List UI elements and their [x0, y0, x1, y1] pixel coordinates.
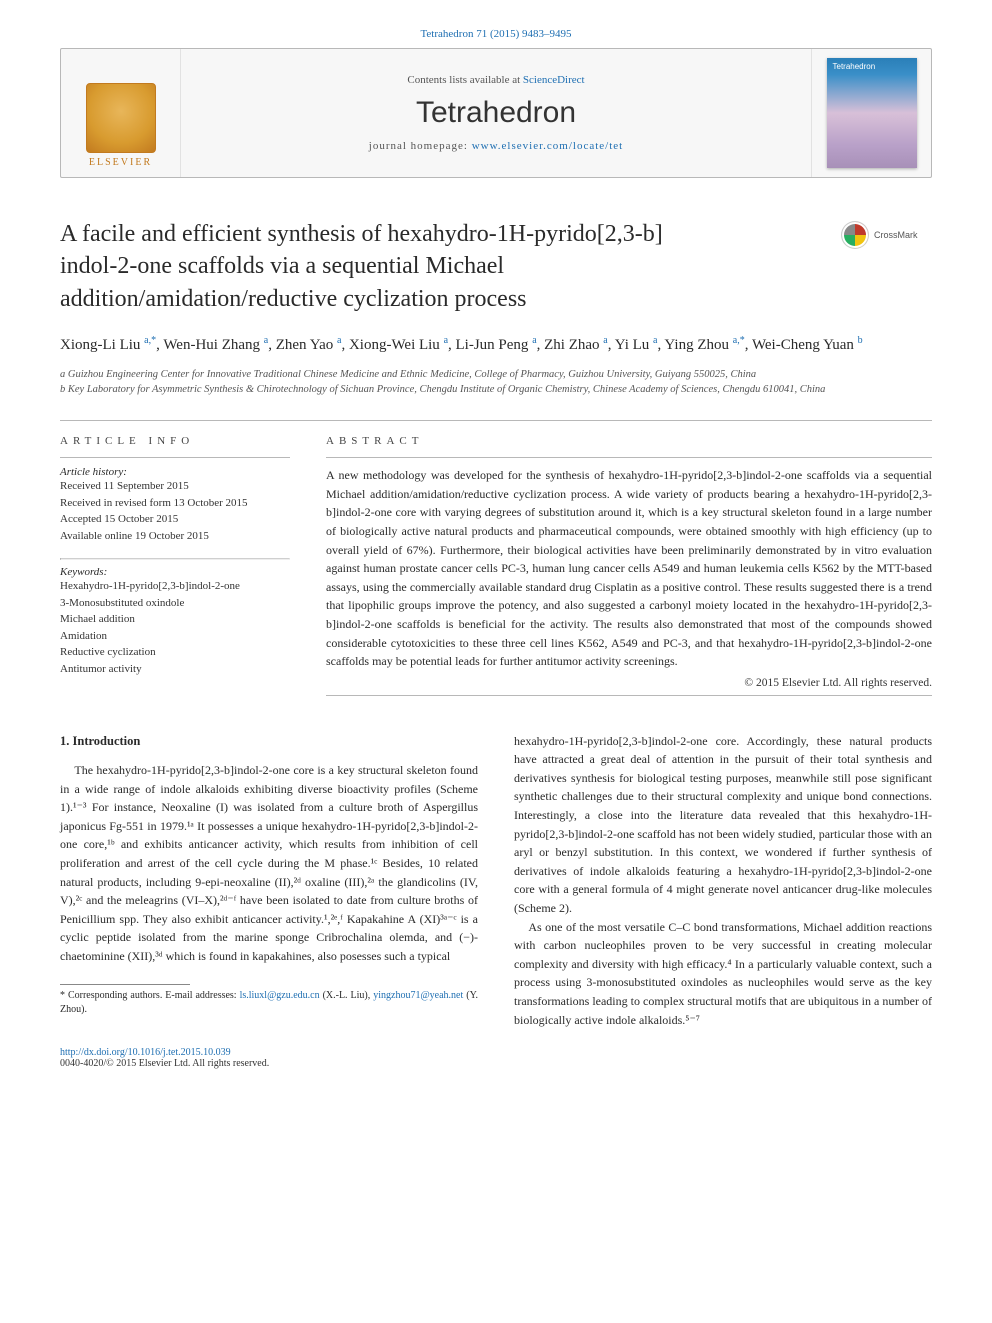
journal-cover-title: Tetrahedron — [833, 62, 876, 71]
title-line-1: A facile and efficient synthesis of hexa… — [60, 221, 663, 247]
abstract-copyright: © 2015 Elsevier Ltd. All rights reserved… — [326, 677, 932, 689]
abstract-bottom-rule — [326, 695, 932, 696]
title-line-3: addition/amidation/reductive cyclization… — [60, 286, 527, 312]
journal-cover-thumb[interactable]: Tetrahedron — [827, 58, 917, 168]
affiliations: a Guizhou Engineering Center for Innovat… — [60, 367, 932, 399]
crossmark-icon — [842, 222, 868, 248]
keyword-item: Hexahydro-1H-pyrido[2,3-b]indol-2-one — [60, 578, 290, 595]
body-column-left: 1. Introduction The hexahydro-1H-pyrido[… — [60, 732, 478, 1030]
doi-link[interactable]: http://dx.doi.org/10.1016/j.tet.2015.10.… — [60, 1047, 231, 1058]
abstract-rule — [326, 457, 932, 458]
history-online: Available online 19 October 2015 — [60, 528, 290, 545]
crossmark-badge[interactable]: CrossMark — [842, 222, 932, 248]
corr-email-1[interactable]: ls.liuxl@gzu.edu.cn — [240, 990, 320, 1001]
affiliation-a: a Guizhou Engineering Center for Innovat… — [60, 367, 932, 383]
elsevier-tree-icon — [86, 83, 156, 153]
journal-homepage-line: journal homepage: www.elsevier.com/locat… — [369, 140, 623, 152]
keywords-label: Keywords: — [60, 566, 290, 578]
keyword-item: Antitumor activity — [60, 661, 290, 678]
history-body: Received 11 September 2015 Received in r… — [60, 478, 290, 544]
keywords-rule — [60, 558, 290, 560]
elsevier-wordmark: ELSEVIER — [89, 157, 152, 168]
history-received: Received 11 September 2015 — [60, 478, 290, 495]
keyword-item: Amidation — [60, 628, 290, 645]
affiliation-b: b Key Laboratory for Asymmetric Synthesi… — [60, 382, 932, 398]
section-1-heading: 1. Introduction — [60, 732, 478, 751]
footnote-prefix: * Corresponding authors. E-mail addresse… — [60, 990, 240, 1001]
footnote-name-1: (X.-L. Liu), — [320, 990, 374, 1001]
footnote-rule — [60, 984, 190, 985]
corr-email-2[interactable]: yingzhou71@yeah.net — [373, 990, 463, 1001]
body-column-right: hexahydro-1H-pyrido[2,3-b]indol-2-one co… — [514, 732, 932, 1030]
title-line-2: indol-2-one scaffolds via a sequential M… — [60, 253, 504, 279]
crossmark-label: CrossMark — [874, 230, 918, 240]
intro-para-2: hexahydro-1H-pyrido[2,3-b]indol-2-one co… — [514, 732, 932, 918]
authors-line: Xiong-Li Liu a,*, Wen-Hui Zhang a, Zhen … — [60, 333, 932, 357]
journal-cover-cell: Tetrahedron — [811, 49, 931, 177]
publisher-logo-cell: ELSEVIER — [61, 49, 181, 177]
keyword-item: Michael addition — [60, 611, 290, 628]
divider-top — [60, 420, 932, 421]
history-label: Article history: — [60, 466, 290, 478]
abstract-column: ABSTRACT A new methodology was developed… — [326, 435, 932, 696]
article-title: A facile and efficient synthesis of hexa… — [60, 218, 840, 315]
intro-para-1: The hexahydro-1H-pyrido[2,3-b]indol-2-on… — [60, 761, 478, 966]
corresponding-footnote: * Corresponding authors. E-mail addresse… — [60, 989, 478, 1017]
sciencedirect-link[interactable]: ScienceDirect — [523, 74, 585, 86]
abstract-text: A new methodology was developed for the … — [326, 466, 932, 671]
keyword-item: Reductive cyclization — [60, 644, 290, 661]
citation-header: Tetrahedron 71 (2015) 9483–9495 — [60, 28, 932, 40]
issn-copyright: 0040-4020/© 2015 Elsevier Ltd. All right… — [60, 1058, 269, 1069]
intro-para-3: As one of the most versatile C–C bond tr… — [514, 918, 932, 1030]
masthead-center: Contents lists available at ScienceDirec… — [181, 49, 811, 177]
abstract-heading: ABSTRACT — [326, 435, 932, 447]
history-accepted: Accepted 15 October 2015 — [60, 511, 290, 528]
contents-available-line: Contents lists available at ScienceDirec… — [407, 74, 584, 86]
page-footer: http://dx.doi.org/10.1016/j.tet.2015.10.… — [60, 1047, 932, 1069]
info-rule — [60, 457, 290, 458]
citation-link[interactable]: Tetrahedron 71 (2015) 9483–9495 — [420, 28, 571, 40]
history-revised: Received in revised form 13 October 2015 — [60, 495, 290, 512]
elsevier-logo[interactable]: ELSEVIER — [76, 58, 166, 168]
article-info-column: ARTICLE INFO Article history: Received 1… — [60, 435, 290, 696]
masthead: ELSEVIER Contents lists available at Sci… — [60, 48, 932, 178]
keyword-item: 3-Monosubstituted oxindole — [60, 595, 290, 612]
contents-prefix: Contents lists available at — [407, 74, 522, 86]
article-info-heading: ARTICLE INFO — [60, 435, 290, 447]
homepage-prefix: journal homepage: — [369, 140, 472, 152]
journal-name: Tetrahedron — [416, 96, 576, 130]
journal-homepage-link[interactable]: www.elsevier.com/locate/tet — [472, 140, 624, 152]
keywords-body: Hexahydro-1H-pyrido[2,3-b]indol-2-one 3-… — [60, 578, 290, 677]
